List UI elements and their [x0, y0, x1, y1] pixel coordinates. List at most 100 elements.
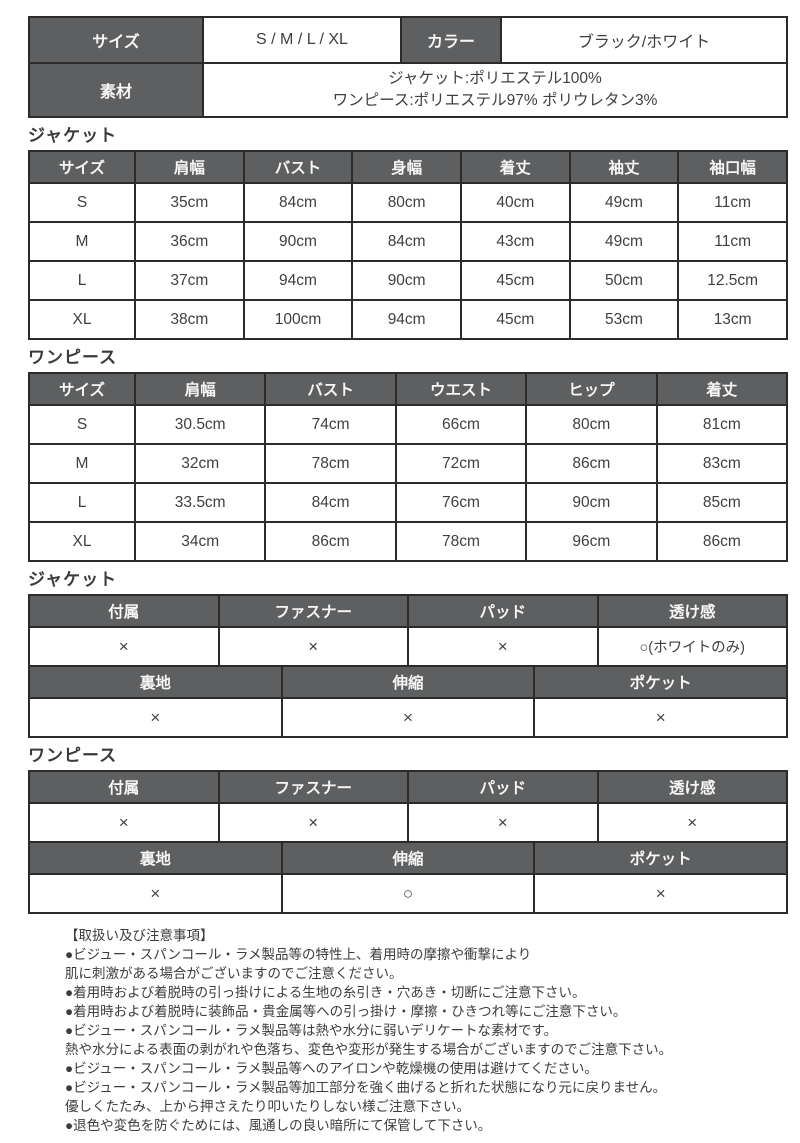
care-notes-title: 【取扱い及び注意事項】 — [65, 928, 214, 943]
size-cell: XL — [28, 299, 136, 340]
feature-value: × — [28, 626, 220, 667]
column-header: ポケット — [533, 665, 788, 699]
onepiece-features-table-row1: 付属 ファスナー パッド 透け感 × × × × — [28, 770, 788, 843]
summary-size-value: S / M / L / XL — [202, 16, 402, 64]
care-note-line: ●ビジュー・スパンコール・ラメ製品等は熱や水分に弱いデリケートな素材です。 — [65, 1023, 558, 1038]
onepiece-features-table-row2: 裏地 伸縮 ポケット × ○ × — [28, 841, 788, 914]
table-cell: 53cm — [568, 299, 680, 340]
table-cell: 49cm — [568, 182, 680, 223]
column-header: 伸縮 — [280, 665, 536, 699]
table-cell: 45cm — [459, 299, 571, 340]
table-cell: 85cm — [655, 482, 789, 523]
summary-color-label: カラー — [400, 16, 502, 64]
feature-value: × — [596, 802, 788, 843]
table-cell: 11cm — [677, 182, 788, 223]
table-cell: 74cm — [264, 404, 397, 445]
onepiece-features-section-title: ワンピース — [28, 746, 118, 765]
table-cell: 34cm — [133, 521, 267, 562]
column-header: 裏地 — [28, 841, 283, 875]
column-header: 裏地 — [28, 665, 283, 699]
table-cell: 94cm — [351, 299, 462, 340]
column-header: 袖丈 — [568, 150, 680, 184]
table-cell: 66cm — [394, 404, 528, 445]
table-cell: 96cm — [525, 521, 658, 562]
column-header: サイズ — [28, 150, 136, 184]
table-cell: 84cm — [351, 221, 462, 262]
column-header: 着丈 — [459, 150, 571, 184]
jacket-features-section-title: ジャケット — [28, 570, 118, 589]
feature-value: × — [533, 697, 788, 738]
column-header: ファスナー — [217, 594, 409, 628]
column-header: 伸縮 — [280, 841, 536, 875]
table-cell: 100cm — [242, 299, 354, 340]
column-header: 付属 — [28, 594, 220, 628]
table-cell: 36cm — [134, 221, 245, 262]
feature-value: ○(ホワイトのみ) — [596, 626, 788, 667]
column-header: パッド — [407, 770, 599, 804]
table-cell: 86cm — [655, 521, 789, 562]
column-header: ポケット — [533, 841, 788, 875]
care-note-line: ●ビジュー・スパンコール・ラメ製品等の特性上、着用時の摩擦や衝撃により — [65, 947, 532, 962]
column-header: ファスナー — [217, 770, 409, 804]
table-cell: 90cm — [351, 260, 462, 301]
feature-value: × — [407, 802, 599, 843]
table-row: XL 38cm 100cm 94cm 45cm 53cm 13cm — [28, 299, 788, 340]
care-note-line: 肌に刺激がある場合がございますのでご注意ください。 — [65, 966, 403, 981]
feature-value: × — [28, 802, 220, 843]
table-row: M 32cm 78cm 72cm 86cm 83cm — [28, 443, 789, 484]
table-cell: 40cm — [459, 182, 571, 223]
summary-material-label: 素材 — [28, 62, 204, 118]
care-note-line: ●着用時および着脱時の引っ掛けによる生地の糸引き・穴あき・切断にご注意下さい。 — [65, 985, 586, 1000]
size-cell: M — [28, 443, 136, 484]
column-header: 肩幅 — [133, 372, 267, 406]
care-note-line: 優しくたたみ、上から押さえたり叩いたりしない様ご注意下さい。 — [65, 1099, 470, 1114]
care-note-line: ●退色や変色を防ぐためには、風通しの良い暗所にて保管して下さい。 — [65, 1118, 492, 1133]
table-cell: 30.5cm — [133, 404, 267, 445]
column-header: バスト — [264, 372, 397, 406]
table-cell: 13cm — [677, 299, 788, 340]
table-row: S 30.5cm 74cm 66cm 80cm 81cm — [28, 404, 789, 445]
column-header: 身幅 — [351, 150, 462, 184]
table-cell: 72cm — [394, 443, 528, 484]
table-cell: 80cm — [351, 182, 462, 223]
jacket-size-section-title: ジャケット — [28, 126, 118, 145]
care-notes: 【取扱い及び注意事項】 ●ビジュー・スパンコール・ラメ製品等の特性上、着用時の摩… — [65, 926, 788, 1135]
care-note-line: ●ビジュー・スパンコール・ラメ製品等加工部分を強く曲げると折れた状態になり元に戻… — [65, 1080, 667, 1095]
table-row: L 37cm 94cm 90cm 45cm 50cm 12.5cm — [28, 260, 788, 301]
feature-value: ○ — [280, 873, 536, 914]
size-cell: XL — [28, 521, 136, 562]
table-row: × ○ × — [28, 873, 788, 914]
table-row: × × × ○(ホワイトのみ) — [28, 626, 788, 667]
feature-value: × — [533, 873, 788, 914]
table-cell: 86cm — [264, 521, 397, 562]
table-header-row: 裏地 伸縮 ポケット — [28, 665, 788, 699]
feature-value: × — [217, 626, 409, 667]
summary-table: サイズ S / M / L / XL カラー ブラック/ホワイト 素材 ジャケッ… — [28, 16, 788, 118]
table-cell: 43cm — [459, 221, 571, 262]
table-cell: 83cm — [655, 443, 789, 484]
column-header: 付属 — [28, 770, 220, 804]
table-cell: 84cm — [242, 182, 354, 223]
material-line-onepiece: ワンピース:ポリエステル97% ポリウレタン3% — [332, 92, 658, 109]
feature-value: × — [407, 626, 599, 667]
feature-value: × — [217, 802, 409, 843]
size-cell: M — [28, 221, 136, 262]
material-line-jacket: ジャケット:ポリエステル100% — [388, 70, 602, 87]
care-note-line: 熱や水分による表面の剥がれや色落ち、変色や変形が発生する場合がございますのでご注… — [65, 1042, 673, 1057]
care-note-line: ●ビジュー・スパンコール・ラメ製品等へのアイロンや乾燥機の使用は避けてください。 — [65, 1061, 598, 1076]
table-row: S 35cm 84cm 80cm 40cm 49cm 11cm — [28, 182, 788, 223]
table-row: L 33.5cm 84cm 76cm 90cm 85cm — [28, 482, 789, 523]
care-note-line: ●着用時および着脱時に装飾品・貴金属等への引っ掛け・摩擦・ひきつれ等にご注意下さ… — [65, 1004, 627, 1019]
table-cell: 76cm — [394, 482, 528, 523]
table-cell: 38cm — [134, 299, 245, 340]
column-header: ウエスト — [394, 372, 528, 406]
column-header: サイズ — [28, 372, 136, 406]
column-header: 袖口幅 — [677, 150, 788, 184]
table-cell: 33.5cm — [133, 482, 267, 523]
feature-value: × — [280, 697, 536, 738]
table-cell: 50cm — [568, 260, 680, 301]
table-cell: 80cm — [525, 404, 658, 445]
jacket-size-table: サイズ 肩幅 バスト 身幅 着丈 袖丈 袖口幅 S 35cm 84cm 80cm… — [28, 150, 788, 340]
feature-value: × — [28, 697, 283, 738]
